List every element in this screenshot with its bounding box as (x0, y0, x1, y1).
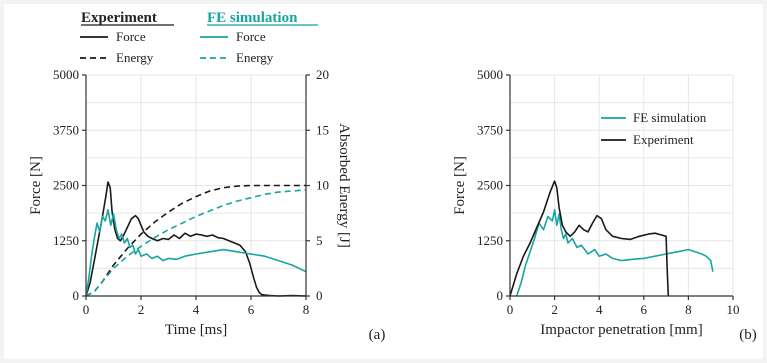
legend-b-simulation-label: FE simulation (633, 110, 707, 125)
y-tick-label: 5000 (53, 67, 79, 82)
x-tick-label: 4 (193, 302, 200, 317)
panel-label: (b) (739, 327, 757, 343)
legend-b-experiment-label: Experiment (633, 132, 694, 147)
x-tick-label: 8 (685, 302, 692, 317)
series-line-fe-simulation (515, 209, 714, 297)
x-tick-label: 6 (641, 302, 648, 317)
series-line-fe-simulation-energy (85, 189, 307, 297)
legend-b: FE simulation Experiment (601, 110, 707, 147)
series-line-experiment (509, 180, 670, 297)
series-line-experiment-force (85, 181, 307, 297)
y-tick-label: 2500 (477, 178, 503, 193)
y-axis-label: Force [N] (28, 156, 44, 215)
x-axis-label: Time [ms] (165, 322, 227, 338)
y2-tick-label: 0 (316, 288, 323, 303)
y-tick-label: 0 (497, 288, 504, 303)
legend-header-simulation: FE simulation (207, 10, 298, 26)
x-tick-label: 10 (727, 302, 740, 317)
y2-axis-label: Absorbed Energy [J] (336, 123, 352, 248)
y-tick-label: 3750 (477, 122, 503, 137)
legend-experiment-force-label: Force (116, 29, 146, 44)
y-axis-label: Force [N] (452, 156, 468, 215)
figure: 0 2 4 6 8 0 1250 2500 3750 5000 0 5 10 15 20 Time [ms] F… (4, 4, 763, 359)
y-tick-label: 1250 (477, 233, 503, 248)
x-tick-label: 0 (83, 302, 90, 317)
y-tick-label: 1250 (53, 233, 79, 248)
y2-tick-label: 5 (316, 233, 323, 248)
y-tick-label: 2500 (53, 178, 79, 193)
y2-tick-label: 15 (316, 122, 329, 137)
series-line-experiment-energy (85, 184, 306, 297)
y2-tick-label: 10 (316, 178, 329, 193)
y-tick-label: 0 (73, 288, 80, 303)
legend-simulation-energy-label: Energy (236, 50, 274, 65)
y-tick-label: 5000 (477, 67, 503, 82)
x-tick-label: 8 (303, 302, 310, 317)
x-tick-label: 0 (507, 302, 514, 317)
x-tick-label: 2 (138, 302, 145, 317)
series-line-fe-simulation-force (85, 209, 307, 297)
legend-header-experiment: Experiment (81, 10, 157, 26)
x-tick-label: 4 (596, 302, 603, 317)
x-axis-label: Impactor penetration [mm] (540, 322, 702, 338)
y-tick-label: 3750 (53, 122, 79, 137)
legend-simulation-force-label: Force (236, 29, 266, 44)
legend-experiment-energy-label: Energy (116, 50, 154, 65)
panel-label: (a) (369, 327, 386, 343)
y2-tick-label: 20 (316, 67, 329, 82)
legend-a: Experiment FE simulation Force Energy Force E… (80, 10, 318, 65)
panel-b: 0 2 4 6 8 10 0 1250 2500 3750 5000 Impactor penetra… (452, 67, 757, 343)
x-tick-label: 6 (248, 302, 255, 317)
x-tick-label: 2 (551, 302, 558, 317)
